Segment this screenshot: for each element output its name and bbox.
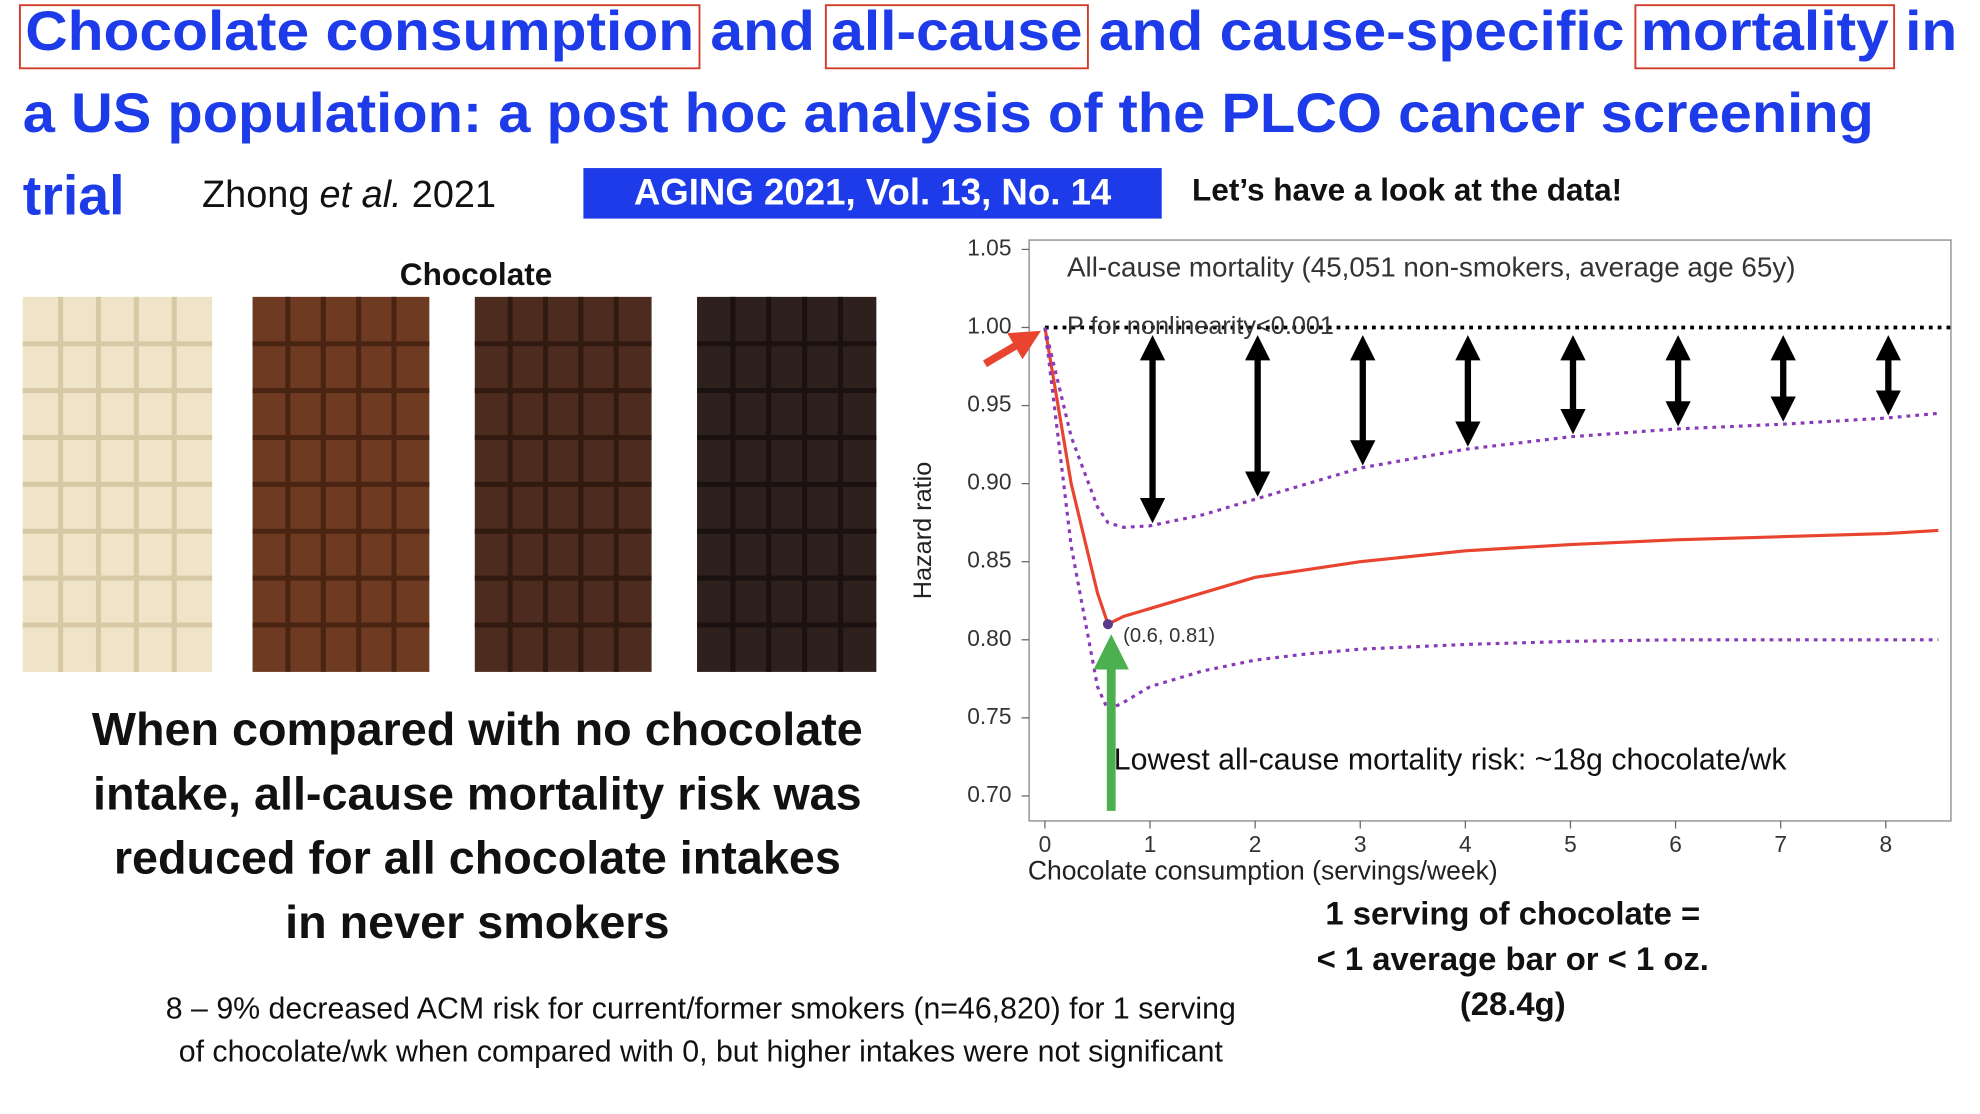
text-line: (28.4g) [1460,985,1566,1022]
title-highlight-box [1635,5,1894,68]
serving-note: 1 serving of chocolate = < 1 average bar … [1317,894,1709,1022]
image-label: Chocolate [400,256,553,292]
text-line: < 1 average bar or < 1 oz. [1317,940,1709,977]
title-highlight-box [826,5,1088,68]
x-tick-label: 4 [1459,831,1472,857]
title-line: trial [23,164,125,226]
pointer-arrow [983,330,1041,368]
chart-subtitle: P for nonlinearity<0.001 [1067,312,1334,340]
journal: AGING 2021, Vol. 13, No. 14 [634,171,1112,212]
min-point-label: (0.6, 0.81) [1123,625,1215,647]
summary: When compared with no chocolate intake, a… [92,703,863,948]
title-part: in [1889,1,1958,63]
text-line: in never smokers [285,896,669,948]
x-tick-label: 6 [1669,831,1682,857]
min-point [1102,619,1114,630]
year: 2021 [412,174,496,216]
y-tick-label: 0.70 [967,781,1011,807]
y-tick-label: 1.05 [967,234,1011,260]
x-tick-label: 0 [1039,831,1052,857]
text-line: intake, all-cause mortality risk was [93,767,862,819]
x-tick-label: 7 [1774,831,1787,857]
x-tick-label: 5 [1564,831,1577,857]
journal-badge [583,168,1162,219]
x-tick-label: 8 [1879,831,1892,857]
x-tick-label: 3 [1354,831,1367,857]
author-name: Zhong [202,174,309,216]
title-part: Chocolate consumption [25,1,694,63]
text-line: When compared with no chocolate [92,703,863,755]
text-line: of chocolate/wk when compared with 0, bu… [179,1035,1224,1068]
author: Zhong et al. 2021 [202,174,496,216]
annotation: Lowest all-cause mortality risk: ~18g ch… [1114,744,1788,777]
text-line: 8 – 9% decreased ACM risk for current/fo… [166,992,1236,1025]
y-tick-label: 0.85 [967,547,1011,573]
title-line: a US population: a post hoc analysis of … [23,83,1874,145]
title-part: and cause-specific [1083,1,1641,63]
series-line [1043,327,1939,713]
chocolate-image [22,296,877,672]
x-tick-label: 1 [1144,831,1157,857]
y-tick-label: 0.80 [967,625,1011,651]
chart-title: All-cause mortality (45,051 non-smokers,… [1067,251,1795,282]
title-part: all-cause [831,1,1082,63]
title-line: Chocolate consumption and all-cause and … [20,1,1957,69]
y-tick-label: 0.75 [967,703,1011,729]
x-tick-label: 2 [1249,831,1262,857]
tagline: Let’s have a look at the data! [1192,171,1622,207]
series-line [1043,327,1939,627]
title-highlight-box [20,5,700,68]
plot-frame [1028,239,1952,822]
text-line: 1 serving of chocolate = [1325,894,1700,931]
y-tick-label: 0.95 [967,391,1011,417]
y-tick-label: 1.00 [967,312,1011,338]
y-axis-label: Hazard ratio [909,462,937,600]
footnote: 8 – 9% decreased ACM risk for current/fo… [166,992,1236,1068]
text-line: reduced for all chocolate intakes [114,832,841,884]
chart: 0.70 0.75 0.80 0.85 0.90 0.95 1.00 1.05 0 1 2 3 4 5 6 7… [909,234,1952,886]
title-part: mortality [1641,1,1889,63]
y-tick-label: 0.90 [967,469,1011,495]
x-axis-label: Chocolate consumption (servings/week) [1028,856,1498,886]
title-part: and [694,1,831,63]
author-etal: et al. [320,174,402,216]
series-line [1043,327,1939,529]
